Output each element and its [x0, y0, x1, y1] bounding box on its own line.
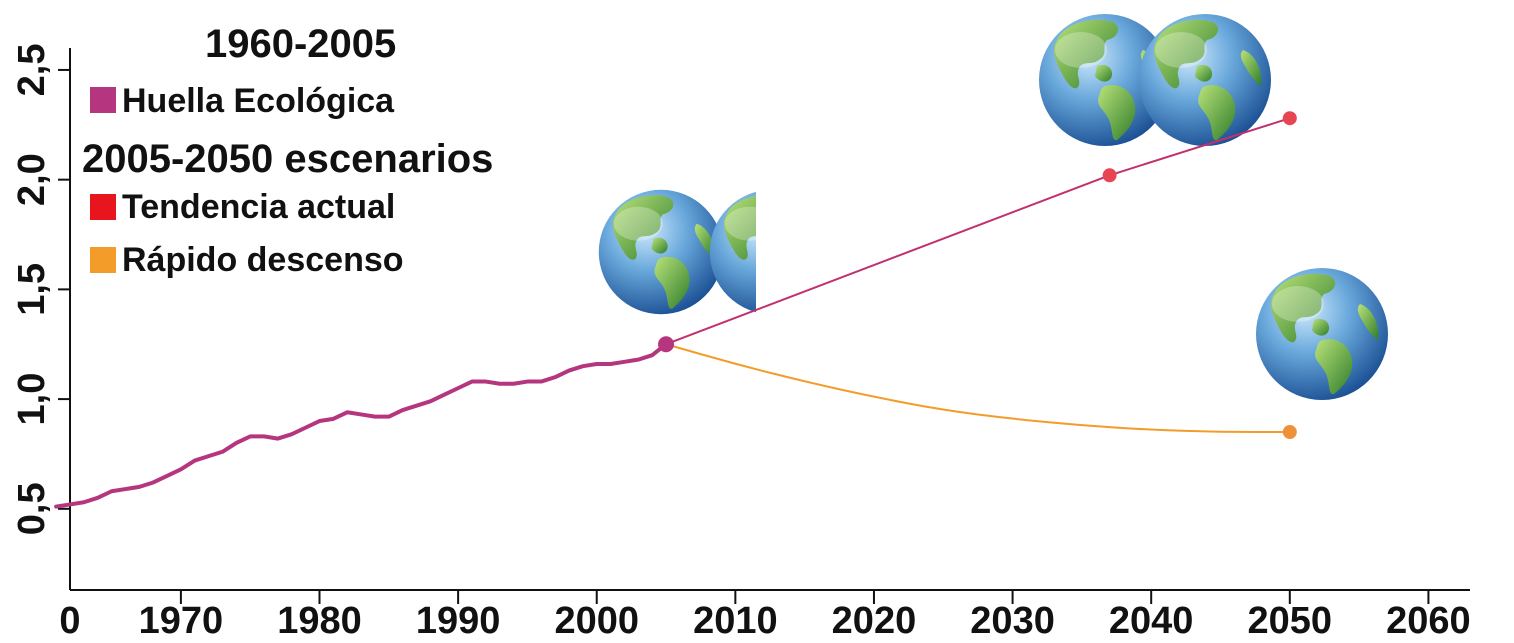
planet-icons [598, 14, 1388, 400]
x-tick-label: 2040 [1109, 600, 1194, 642]
legend-swatch-rapido [90, 247, 116, 273]
legend-swatch-huella [90, 87, 116, 113]
y-tick-label: 2,0 [11, 153, 53, 206]
earth-globe-icon [598, 189, 724, 315]
earth-globe-icon [1139, 14, 1271, 146]
legend-label-tendencia: Tendencia actual [122, 188, 395, 226]
legend-label-rapido: Rápido descenso [122, 241, 404, 279]
data-point-marker [1282, 425, 1297, 440]
legend-heading-historical: 1960-2005 [205, 22, 396, 66]
y-axis-ticks: 0,5 1,0 1,5 2,0 2,5 [11, 44, 70, 535]
x-tick-label: 1980 [277, 600, 362, 642]
earth-half-globe-icon [709, 189, 756, 315]
x-tick-label: 2050 [1248, 600, 1333, 642]
series-huella-line [54, 342, 669, 509]
series-tendencia-line [665, 117, 1291, 346]
x-tick-label: 1970 [139, 600, 224, 642]
legend-swatch-tendencia [90, 194, 116, 220]
y-tick-label: 2,5 [11, 44, 53, 97]
x-axis-ticks: 0 1970 1980 1990 2000 2010 2020 2030 2040 2050 206… [59, 590, 1471, 642]
data-point-marker [1102, 168, 1117, 183]
y-tick-label: 1,0 [11, 373, 53, 426]
x-tick-label: 2000 [554, 600, 639, 642]
data-point-marker [1282, 111, 1297, 126]
legend-heading-scenarios: 2005-2050 escenarios [82, 137, 493, 181]
x-tick-label: 2030 [970, 600, 1055, 642]
series-rapido-line [665, 343, 1291, 434]
x-tick-label: 2060 [1386, 600, 1471, 642]
x-tick-label: 2020 [832, 600, 917, 642]
axes: 0 1970 1980 1990 2000 2010 2020 2030 2040 2050 206… [11, 44, 1471, 642]
x-tick-label: 1990 [416, 600, 501, 642]
earth-globe-icon [1256, 268, 1388, 400]
data-point-marker [658, 336, 675, 353]
legend-label-huella: Huella Ecológica [122, 82, 395, 120]
series-markers [658, 111, 1297, 440]
legend: 1960-2005 Huella Ecológica 2005-2050 esc… [82, 22, 493, 279]
x-tick-label: 0 [59, 600, 80, 642]
y-tick-label: 1,5 [11, 263, 53, 316]
y-tick-label: 0,5 [11, 482, 53, 535]
x-tick-label: 2010 [693, 600, 778, 642]
